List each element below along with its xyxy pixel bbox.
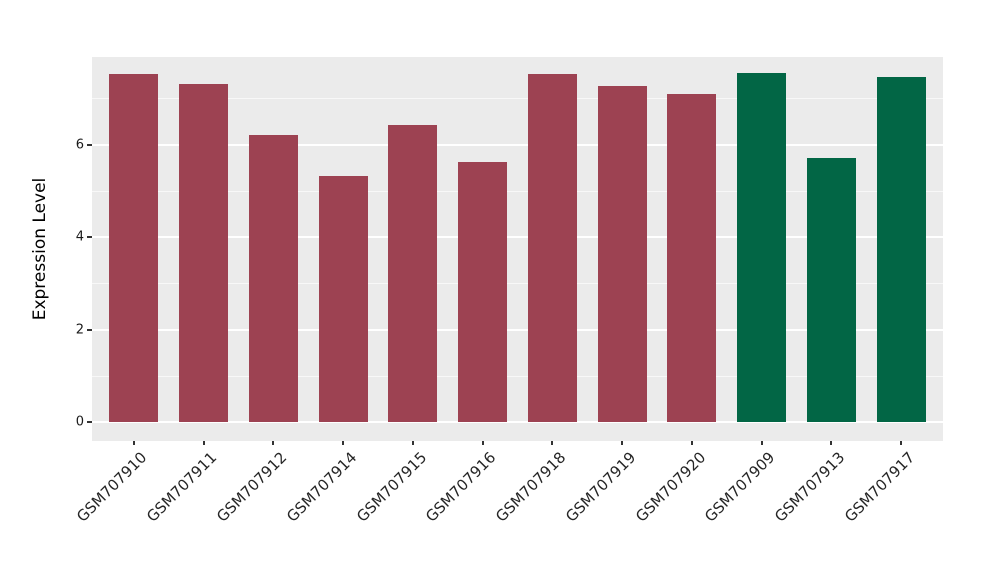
x-tick-mark xyxy=(760,441,763,445)
bar-GSM707916 xyxy=(458,162,508,423)
gridline-minor xyxy=(92,98,943,100)
bar-GSM707919 xyxy=(597,86,647,423)
y-tick-mark xyxy=(87,421,92,424)
x-tick-label: GSM707916 xyxy=(422,448,500,526)
x-tick-label: GSM707914 xyxy=(282,448,361,526)
y-tick-label: 0 xyxy=(75,414,84,430)
gridline-major xyxy=(92,143,943,146)
x-tick-mark xyxy=(411,441,414,445)
x-tick-mark xyxy=(830,441,833,445)
y-tick-label: 4 xyxy=(75,229,84,245)
bar-GSM707918 xyxy=(527,73,577,423)
gridline-minor xyxy=(92,283,943,285)
x-tick-mark xyxy=(202,441,205,445)
y-tick-mark xyxy=(87,236,92,239)
x-tick-label: GSM707920 xyxy=(631,448,709,526)
bar-GSM707909 xyxy=(737,73,787,423)
bar-GSM707910 xyxy=(109,73,159,423)
x-tick-mark xyxy=(690,441,693,445)
x-tick-label: GSM707918 xyxy=(492,448,570,526)
x-tick-mark xyxy=(551,441,554,445)
y-axis-title-text: Expression Level xyxy=(30,177,50,321)
y-tick-label: 6 xyxy=(75,137,84,152)
gridline-minor xyxy=(92,190,943,192)
x-tick-mark xyxy=(132,441,135,445)
x-tick-mark xyxy=(342,441,345,445)
gridline-major xyxy=(92,236,943,239)
bar-GSM707913 xyxy=(806,158,856,423)
y-tick-mark xyxy=(87,143,92,146)
x-tick-label: GSM707917 xyxy=(840,448,919,526)
x-tick-mark xyxy=(272,441,275,445)
y-tick-mark xyxy=(87,328,92,331)
gridline-minor xyxy=(92,376,943,377)
x-tick-label: GSM707910 xyxy=(73,448,151,526)
gridline-major xyxy=(92,328,943,331)
bar-GSM707912 xyxy=(248,134,298,423)
x-tick-mark xyxy=(481,441,484,445)
x-tick-label: GSM707919 xyxy=(561,448,640,526)
x-tick-label: GSM707913 xyxy=(771,448,849,526)
bar-GSM707915 xyxy=(388,124,438,423)
bar-GSM707911 xyxy=(179,84,228,423)
x-tick-label: GSM707911 xyxy=(143,448,221,526)
x-tick-label: GSM707915 xyxy=(352,448,430,526)
bar-GSM707917 xyxy=(876,77,926,423)
x-tick-mark xyxy=(900,441,903,445)
bar-GSM707914 xyxy=(318,176,368,423)
gridline-major xyxy=(92,421,943,424)
y-tick-label: 2 xyxy=(75,322,84,338)
x-tick-label: GSM707909 xyxy=(701,448,779,526)
x-tick-label: GSM707912 xyxy=(213,448,291,526)
bar-GSM707920 xyxy=(667,94,717,423)
x-tick-mark xyxy=(621,441,624,445)
